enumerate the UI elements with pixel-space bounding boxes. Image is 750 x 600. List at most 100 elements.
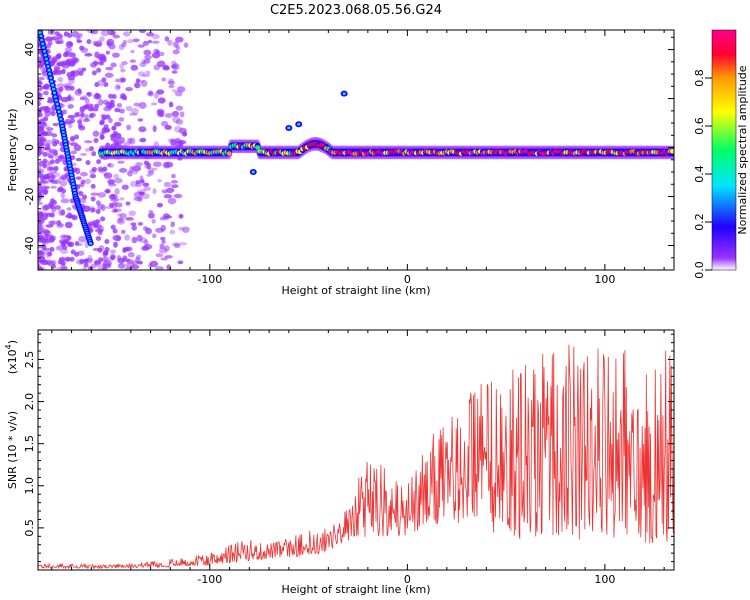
colorbar-tick-label: 0.4 (693, 165, 706, 183)
y-tick-label: 1.0 (23, 477, 36, 495)
spectrogram-noise-blob (143, 160, 150, 165)
spectrogram-noise-blob (133, 82, 142, 89)
spectrogram-noise-blob (107, 179, 116, 185)
spectrogram-noise-blob (162, 161, 170, 169)
y-tick-label: 20 (23, 92, 36, 106)
spectrogram-noise-blob (48, 220, 57, 226)
spectrogram-noise-blob (58, 86, 64, 92)
spectrogram-noise-blob (86, 39, 92, 45)
spectrogram-noise-blob (163, 194, 173, 199)
spectrogram-noise-blob (54, 139, 60, 145)
spectrogram-noise-blob (94, 259, 100, 267)
spectrogram-noise-blob (38, 236, 43, 241)
spectrogram-noise-blob (38, 57, 44, 64)
spectrogram-sloped-line-mark (51, 87, 56, 91)
spectrogram-noise-blob (167, 197, 177, 205)
spectrogram-noise-blob (110, 254, 116, 260)
spectrogram-noise-blob (38, 77, 41, 84)
spectrogram-noise-blob (42, 131, 48, 137)
spectrogram-noise-blob (99, 36, 105, 42)
spectrogram-noise-blob (56, 245, 64, 251)
spectrogram-noise-blob (183, 42, 189, 48)
spectrogram-noise-blob (49, 234, 55, 240)
spectrogram-noise-blob (80, 179, 86, 185)
x-tick-label: 100 (594, 573, 615, 586)
spectrogram-noise-blob (99, 119, 105, 125)
spectrogram-noise-blob (38, 229, 45, 234)
spectrogram-noise-blob (128, 210, 137, 217)
spectrogram-noise-blob (84, 140, 93, 144)
spectrogram-noise-blob (131, 225, 137, 231)
spectrogram-marks (38, 30, 674, 270)
spectrogram-noise-blob (105, 114, 111, 120)
spectrogram-noise-blob (87, 254, 93, 261)
y-tick-label: 0.5 (23, 519, 36, 537)
spectrogram-noise-blob (47, 96, 53, 102)
spectrogram-noise-blob (102, 166, 108, 172)
spectrogram-noise-blob (118, 117, 125, 122)
spectrogram-noise-blob (47, 251, 53, 257)
x-tick-label: 0 (404, 573, 411, 586)
spectrogram-noise-blob (172, 242, 181, 247)
spectrogram-noise-blob (56, 220, 62, 226)
spectrogram-noise-blob (112, 234, 122, 241)
spectrogram-noise-blob (126, 124, 132, 131)
spectrogram-noise-blob (171, 60, 177, 66)
colorbar-gradient (711, 29, 737, 271)
spectrogram-noise-blob (145, 70, 151, 75)
spectrogram-noise-blob (110, 62, 117, 68)
spectrogram-noise-blob (90, 207, 96, 213)
spectrogram-noise-blob (74, 89, 83, 96)
spectrogram-noise-blob (49, 212, 55, 218)
spectrogram-noise-blob (139, 137, 147, 143)
spectrogram-noise-blob (57, 76, 64, 83)
spectrogram-noise-blob (38, 80, 43, 87)
spectrogram-noise-blob (137, 79, 145, 83)
spectrogram-noise-blob (78, 236, 87, 243)
spectrogram-noise-blob (53, 165, 59, 171)
spectrogram-noise-blob (112, 228, 118, 234)
spectrogram-sloped-line-mark (41, 42, 45, 46)
spectrogram-noise-blob (64, 51, 70, 57)
snr-multiplier-prefix: (x10 (6, 349, 19, 374)
spectrogram-noise-blob (67, 212, 73, 218)
spectrogram-noise-blob (79, 96, 85, 101)
spectrogram-sloped-line-mark (42, 50, 47, 53)
spectrogram-noise-blob (88, 106, 95, 112)
spectrogram-noise-blob (38, 124, 44, 130)
spectrogram-noise-blob (51, 133, 58, 138)
spectrogram-noise-blob (152, 125, 157, 133)
spectrogram-noise-blob (100, 216, 106, 222)
spectrogram-noise-blob (45, 224, 54, 228)
spectrogram-noise-blob (166, 187, 175, 194)
spectrogram-noise-blob (58, 209, 63, 216)
spectrogram-noise-blob (137, 71, 146, 77)
spectrogram-sloped-line-mark (47, 68, 51, 72)
spectrogram-noise-blob (143, 49, 152, 56)
spectrogram-noise-blob (143, 186, 151, 191)
spectrogram-noise-blob (121, 184, 129, 190)
spectrogram-noise-blob (91, 151, 97, 157)
spectrogram-noise-blob (156, 60, 166, 68)
spectrogram-noise-blob (73, 144, 82, 152)
spectrogram-noise-blob (135, 179, 141, 185)
spectrogram-noise-blob (151, 218, 156, 224)
spectrogram-noise-blob (97, 192, 107, 198)
spectrogram-noise-blob (53, 205, 62, 210)
spectrogram-noise-blob (112, 34, 120, 39)
spectrogram-noise-blob (94, 103, 100, 109)
spectrogram-sloped-line-mark (53, 95, 57, 98)
spectrogram-noise-blob (126, 259, 134, 264)
spectrogram-noise-blob (39, 106, 49, 112)
spectrogram-noise-blob (154, 92, 159, 99)
snr-multiplier: (x104) (4, 340, 19, 374)
spectrogram-noise-blob (105, 188, 111, 194)
spectrogram-noise-blob (142, 40, 149, 46)
colorbar-tick-label: 0.2 (693, 213, 706, 231)
spectrogram-noise-blob (38, 216, 42, 220)
spectrogram-noise-blob (39, 76, 46, 81)
spectrogram-noise-blob (94, 92, 100, 98)
spectrogram-noise-blob (159, 243, 165, 249)
spectrogram-noise-blob (135, 162, 144, 167)
